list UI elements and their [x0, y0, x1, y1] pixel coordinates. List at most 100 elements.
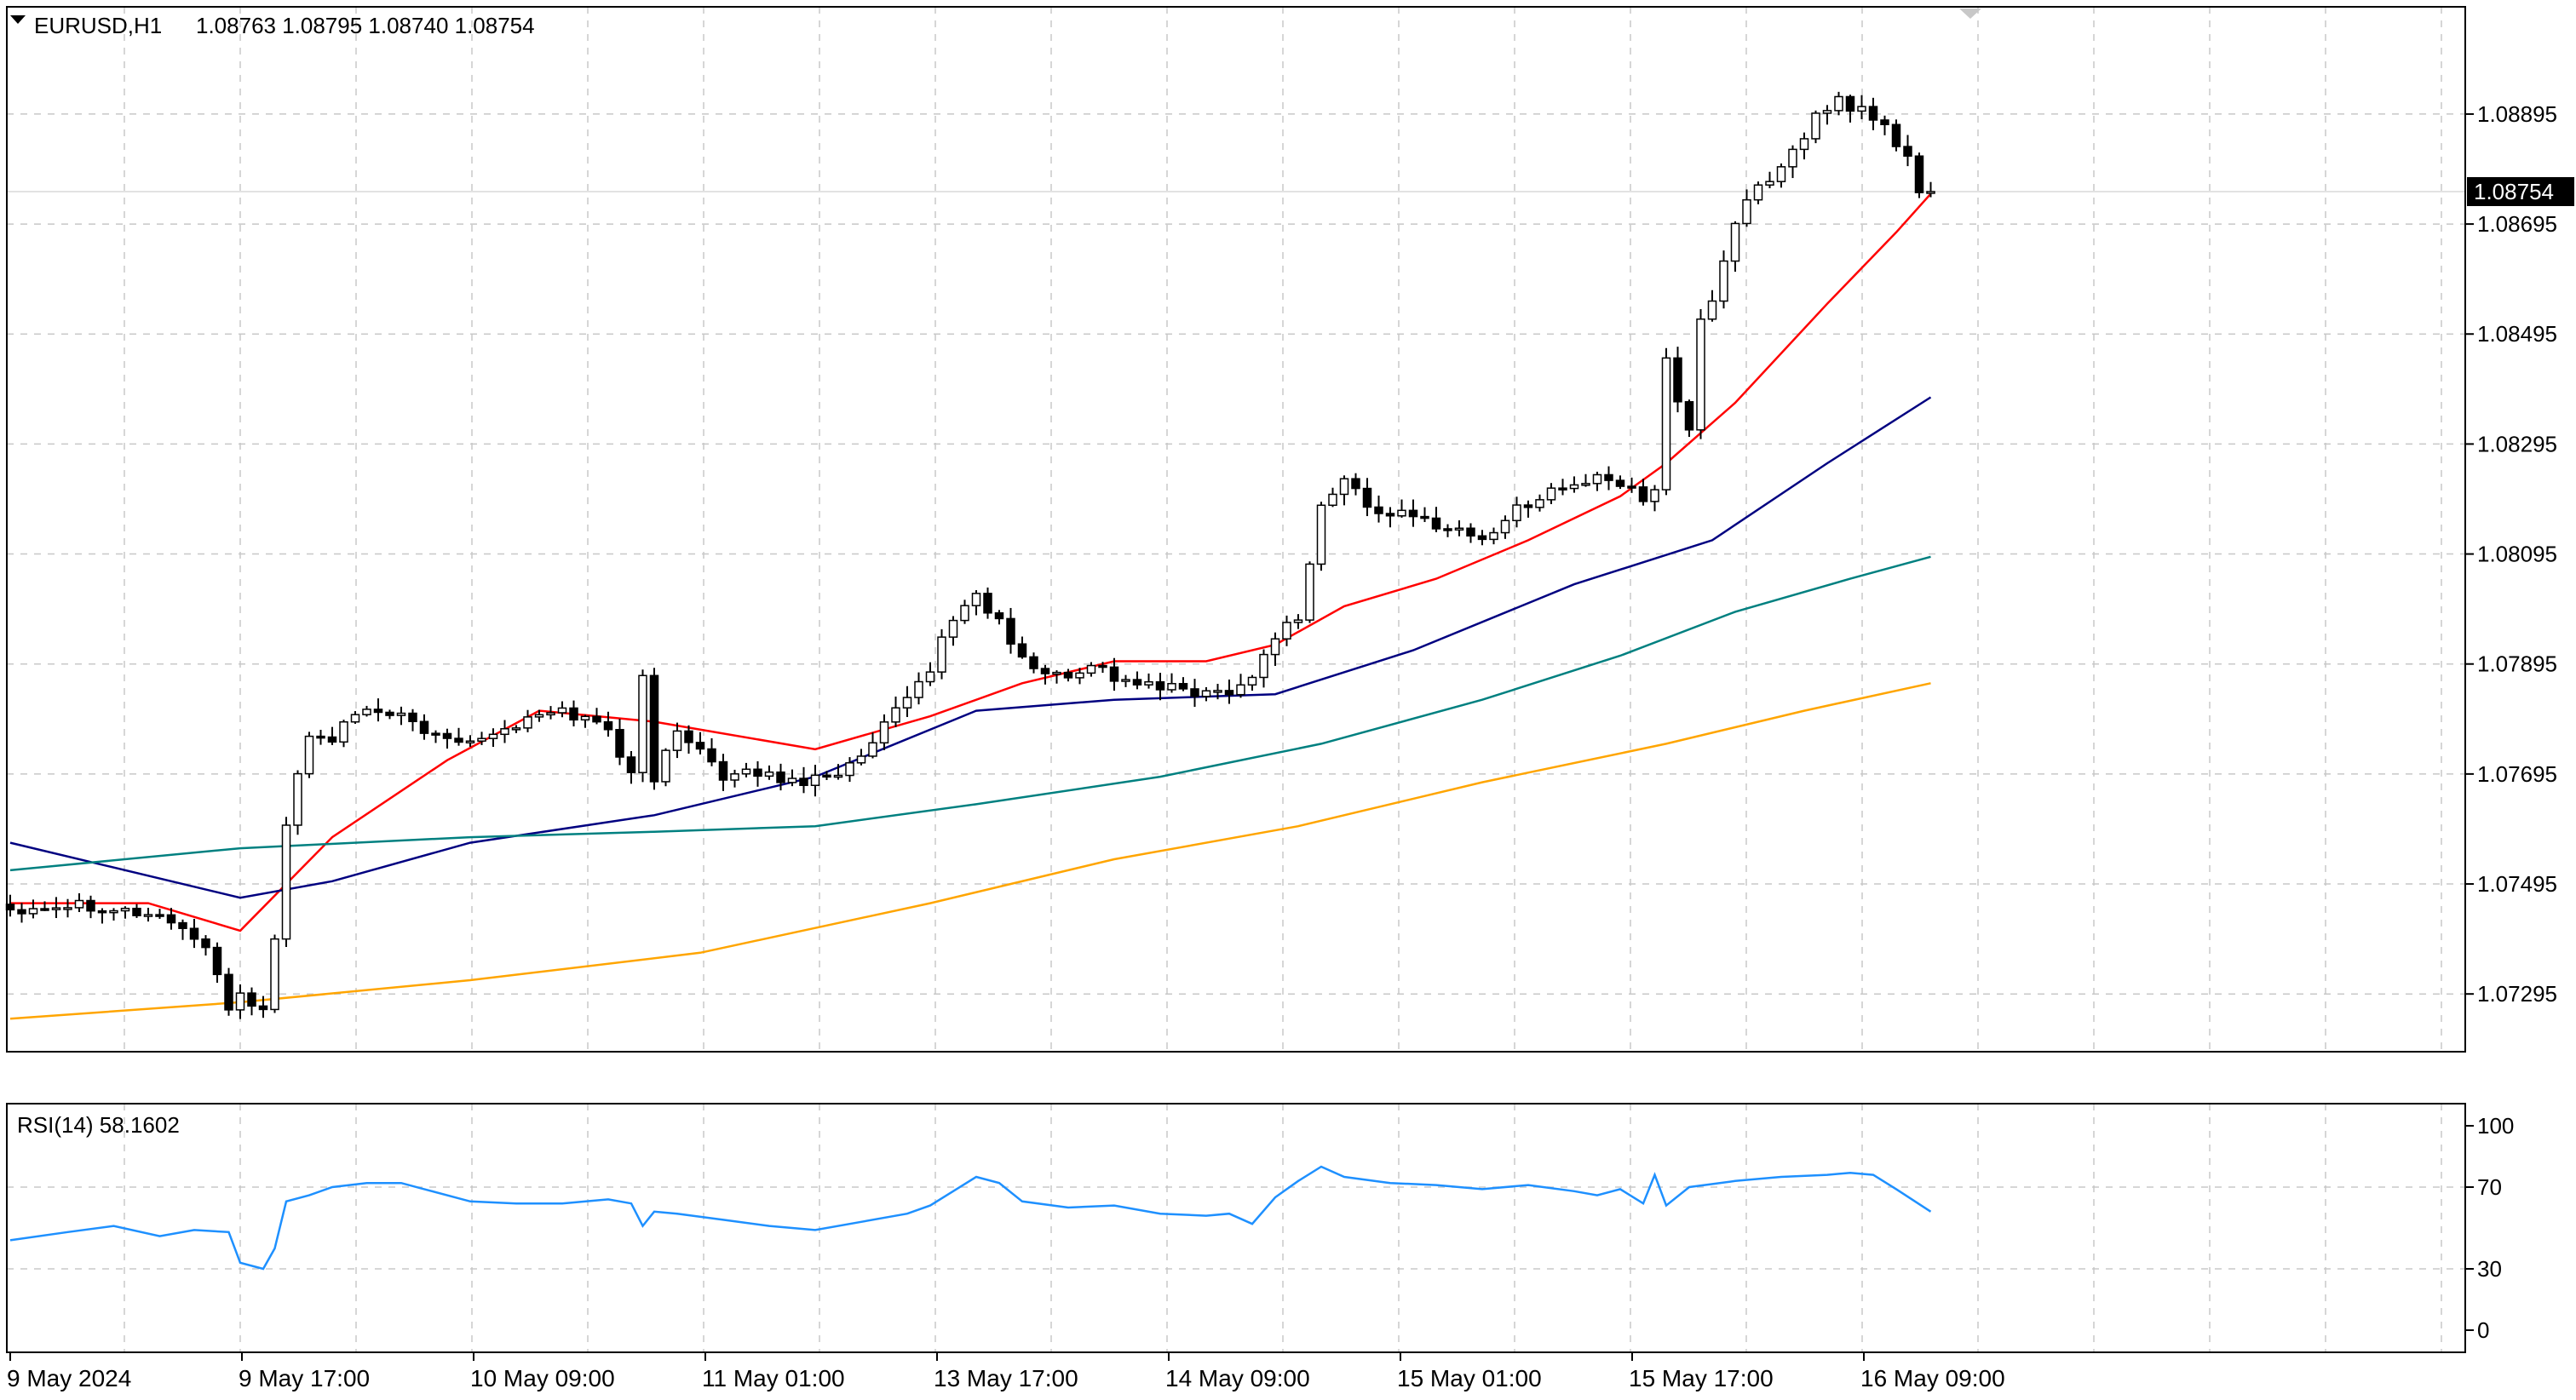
- candle-body-up: [339, 720, 348, 743]
- rsi-tick-label: 30: [2477, 1256, 2502, 1282]
- candle: [419, 714, 429, 740]
- candle: [132, 904, 141, 918]
- moving-average-line: [9, 396, 1932, 899]
- candle: [684, 725, 693, 755]
- candle-body-up: [1293, 619, 1303, 623]
- candle-body-down: [1684, 401, 1694, 431]
- candle-body-up: [1776, 166, 1786, 182]
- candle: [845, 757, 854, 783]
- price-tick-label: 1.07895: [2477, 651, 2557, 677]
- candle-body-down: [592, 715, 601, 723]
- candle: [1799, 132, 1809, 160]
- candle-body-down: [1443, 528, 1452, 531]
- candle: [1385, 507, 1395, 528]
- candle: [1627, 477, 1636, 493]
- candle: [166, 908, 176, 930]
- candle-body-down: [201, 938, 210, 949]
- rsi-panel-border: [6, 1103, 2466, 1353]
- candle-body-up: [1707, 300, 1717, 320]
- candle-body-up: [1696, 318, 1705, 431]
- candle: [1512, 496, 1521, 528]
- candle: [1029, 652, 1038, 674]
- candle: [902, 686, 912, 717]
- candle: [569, 700, 578, 726]
- candle: [799, 766, 808, 794]
- candle-body-down: [431, 732, 440, 736]
- current-price-tag-bg: [2467, 177, 2574, 206]
- candle: [74, 892, 84, 912]
- candle-body-up: [960, 605, 969, 622]
- candle-body-down: [178, 921, 187, 929]
- candle-body-down: [1466, 527, 1475, 537]
- candle: [856, 749, 866, 766]
- candle-body-up: [971, 593, 981, 606]
- candle: [730, 769, 739, 788]
- candle: [1316, 502, 1326, 571]
- candle: [327, 726, 337, 745]
- candle-body-down: [707, 748, 716, 763]
- candle-body-up: [546, 712, 555, 716]
- candle-body-down: [258, 1005, 268, 1011]
- price-tick-label: 1.08095: [2477, 542, 2557, 567]
- candle-body-down: [1362, 487, 1372, 508]
- candle: [465, 735, 475, 747]
- shift-marker-icon[interactable]: [1959, 9, 1981, 19]
- moving-average-line: [9, 682, 1931, 1020]
- candle: [1040, 664, 1050, 685]
- candle: [1707, 290, 1717, 322]
- candle: [937, 628, 946, 680]
- candle-body-up: [914, 680, 923, 698]
- candle: [1305, 561, 1314, 623]
- candle: [1868, 97, 1878, 130]
- candle-body-up: [1259, 653, 1268, 679]
- candle: [661, 748, 670, 787]
- candle: [189, 919, 199, 949]
- candle-body-up: [1592, 473, 1602, 485]
- candle: [1581, 473, 1590, 487]
- candle: [201, 935, 210, 956]
- candle: [1443, 524, 1452, 537]
- rsi-tick-label: 100: [2477, 1113, 2514, 1139]
- candle: [1328, 487, 1337, 508]
- candle-body-up: [477, 737, 486, 742]
- candle: [1121, 674, 1130, 687]
- candle: [1374, 495, 1383, 523]
- candle-body-up: [1328, 493, 1337, 507]
- candle-body-up: [1500, 519, 1510, 534]
- candle-body-down: [1420, 515, 1429, 519]
- candle-body-down: [1477, 535, 1487, 541]
- candle-body-down: [615, 729, 624, 758]
- candle-body-down: [603, 720, 613, 731]
- candle-body-down: [1385, 513, 1395, 517]
- candle: [810, 765, 820, 797]
- candle: [1546, 483, 1556, 505]
- candle: [534, 709, 544, 722]
- candle-body-down: [1178, 683, 1188, 690]
- candle: [1454, 520, 1464, 536]
- time-tick-label: 16 May 09:00: [1860, 1365, 2005, 1391]
- candle-body-up: [891, 707, 900, 723]
- main-panel-border: [6, 6, 2466, 1053]
- candle: [741, 762, 751, 777]
- candle-body-up: [109, 909, 118, 914]
- candle-body-up: [937, 636, 946, 673]
- candle: [695, 732, 705, 755]
- candle: [17, 903, 26, 923]
- candle-body-down: [212, 946, 222, 976]
- candle: [1017, 636, 1027, 659]
- candle: [1845, 95, 1855, 123]
- candle-body-up: [902, 697, 912, 709]
- candle: [1696, 309, 1705, 439]
- time-tick-label: 15 May 17:00: [1629, 1365, 1774, 1391]
- candle: [1650, 485, 1659, 512]
- candle-body-down: [1558, 487, 1567, 491]
- candle: [1926, 181, 1935, 198]
- candle-body-up: [787, 777, 797, 783]
- candle-body-down: [1604, 473, 1613, 481]
- candle-body-up: [661, 749, 670, 783]
- candle-body-down: [994, 612, 1004, 620]
- chart-menu-triangle-icon[interactable]: [10, 15, 26, 24]
- candle: [1397, 499, 1406, 518]
